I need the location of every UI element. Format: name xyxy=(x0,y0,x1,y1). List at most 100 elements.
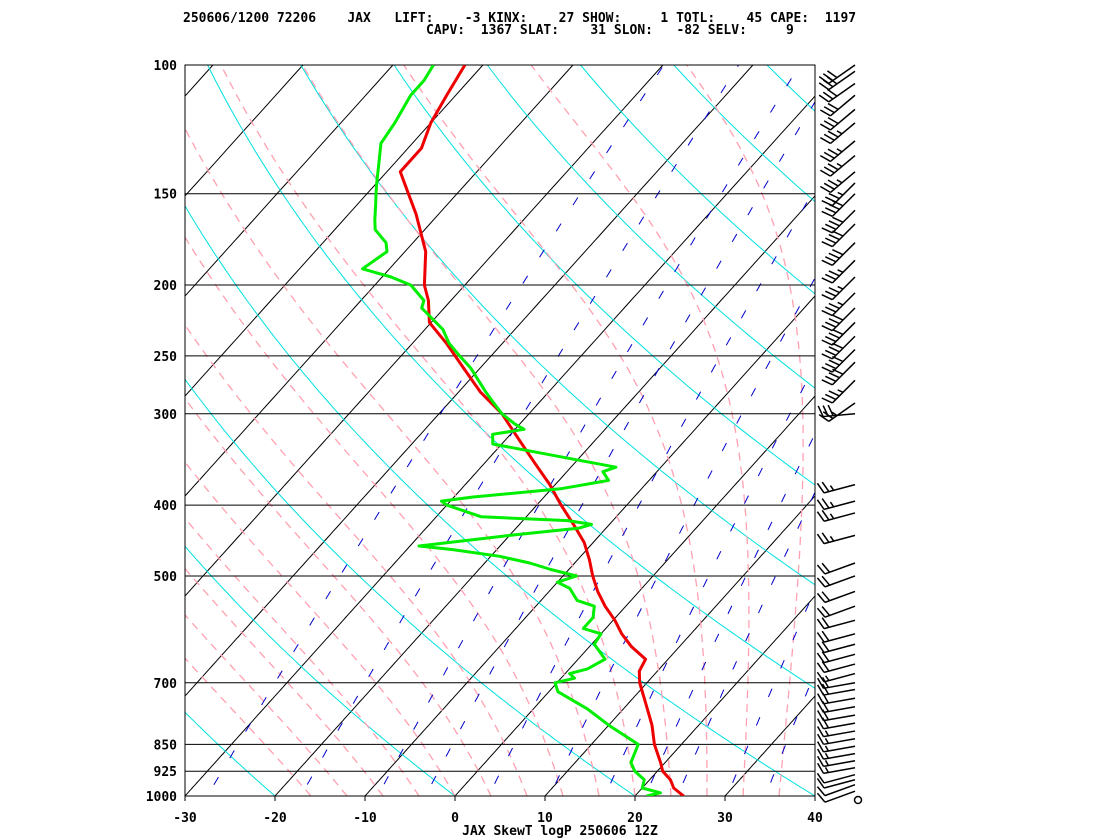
isotherm-line xyxy=(454,395,815,796)
wind-barb-full xyxy=(823,182,835,190)
wind-barb xyxy=(821,292,856,317)
wind-barb xyxy=(819,122,856,145)
dry-adiabat-line xyxy=(673,65,815,203)
wind-barb-full xyxy=(822,91,834,100)
y-tick-label: 300 xyxy=(154,408,178,423)
mixing-ratio-line xyxy=(377,65,801,796)
x-tick-label: 0 xyxy=(451,811,459,826)
wind-barb-full xyxy=(824,335,837,343)
wind-barb-staff xyxy=(830,154,856,177)
wind-barb-full xyxy=(826,88,838,97)
wind-barb-full xyxy=(832,249,844,256)
wind-barb-full xyxy=(824,290,837,297)
wind-barb-full xyxy=(821,591,831,602)
wind-barb-staff xyxy=(823,534,856,545)
isotherm-line xyxy=(185,65,574,497)
wind-barb-full xyxy=(828,317,840,325)
wind-barb-full xyxy=(816,618,825,630)
wind-barb-full xyxy=(821,641,830,652)
wind-barb-full xyxy=(828,286,840,294)
y-tick-label: 500 xyxy=(154,570,178,585)
dry-adiabat-line xyxy=(935,49,1120,812)
wind-barb-full xyxy=(816,772,825,784)
wind-barb-staff xyxy=(828,402,856,422)
wind-barb-full xyxy=(821,339,833,346)
wind-barb-full xyxy=(821,617,830,628)
wind-barb xyxy=(816,783,856,797)
wind-barb-full xyxy=(832,314,844,321)
wind-barb-half xyxy=(837,389,844,394)
y-tick-label: 850 xyxy=(154,738,178,753)
wind-barb-full xyxy=(816,652,825,664)
wind-barb-full xyxy=(818,414,830,422)
wind-barb-staff xyxy=(830,171,856,193)
wind-barb-full xyxy=(816,671,825,683)
wind-barb xyxy=(816,590,856,604)
wind-barb-full xyxy=(828,359,840,366)
wind-barb-full xyxy=(821,683,830,695)
wind-barb xyxy=(821,242,856,266)
wind-barb-staff xyxy=(831,361,856,386)
wind-barb-full xyxy=(816,684,825,696)
wind-barb-calm xyxy=(853,795,863,805)
mixing-ratio-line xyxy=(206,65,665,796)
moist-adiabat-line xyxy=(185,323,528,796)
wind-barb-staff xyxy=(824,575,856,588)
wind-barb-full xyxy=(816,499,825,510)
wind-barb xyxy=(821,335,856,360)
wind-barb-full xyxy=(828,220,840,227)
wind-barb-full xyxy=(816,701,825,713)
wind-barb xyxy=(816,630,856,643)
wind-barb-half xyxy=(836,148,843,153)
wind-barb xyxy=(821,321,856,346)
wind-barb xyxy=(816,683,856,696)
dry-adiabat-line xyxy=(185,711,276,796)
wind-barb-full xyxy=(821,605,831,616)
y-tick-label: 1000 xyxy=(146,790,177,805)
wind-barb xyxy=(816,617,856,630)
wind-barb-full xyxy=(827,148,839,156)
wind-barb-staff xyxy=(823,760,856,768)
wind-barb-full xyxy=(824,375,837,382)
y-tick-label: 200 xyxy=(154,279,178,294)
isotherm-line xyxy=(274,195,815,796)
wind-barb-full xyxy=(816,564,826,575)
dry-adiabat-line xyxy=(185,545,456,796)
wind-barb-full xyxy=(821,509,830,521)
wind-barb-full xyxy=(823,133,835,141)
wind-barb-half xyxy=(829,513,835,520)
wind-barb-staff xyxy=(823,672,856,683)
wind-barb xyxy=(819,94,856,117)
wind-barb-full xyxy=(819,123,831,131)
wind-barb-staff xyxy=(828,64,856,84)
wind-barb-full xyxy=(828,252,840,259)
wind-barb-full xyxy=(828,302,840,310)
wind-barb-staff xyxy=(823,663,856,674)
wind-barb-full xyxy=(821,309,833,317)
wind-barb-full xyxy=(824,196,837,203)
wind-barb-full xyxy=(816,607,826,618)
isotherm-line xyxy=(185,65,664,597)
wind-barb-full xyxy=(818,94,830,103)
wind-barb-half xyxy=(836,162,843,168)
wind-barb-full xyxy=(828,372,840,379)
wind-barb-half xyxy=(824,730,830,737)
moist-adiabat-line xyxy=(530,65,750,796)
isotherm-line xyxy=(185,65,394,297)
wind-barb-full xyxy=(821,498,830,509)
wind-barb-full xyxy=(816,642,825,653)
wind-barb-full xyxy=(824,306,837,313)
wind-barb-full xyxy=(827,163,839,171)
wind-barb-full xyxy=(832,216,844,223)
moist-adiabat-line xyxy=(301,65,672,796)
wind-barb-staff xyxy=(831,348,856,373)
wind-barb-full xyxy=(821,210,833,218)
isotherm-line xyxy=(364,295,815,796)
wind-barb-staff xyxy=(830,94,856,117)
wind-barb-full xyxy=(816,662,825,673)
x-tick-label: 10 xyxy=(537,811,553,826)
wind-barb-full xyxy=(823,106,835,114)
wind-barb-full xyxy=(817,405,824,417)
x-tick-label: 40 xyxy=(807,811,823,826)
